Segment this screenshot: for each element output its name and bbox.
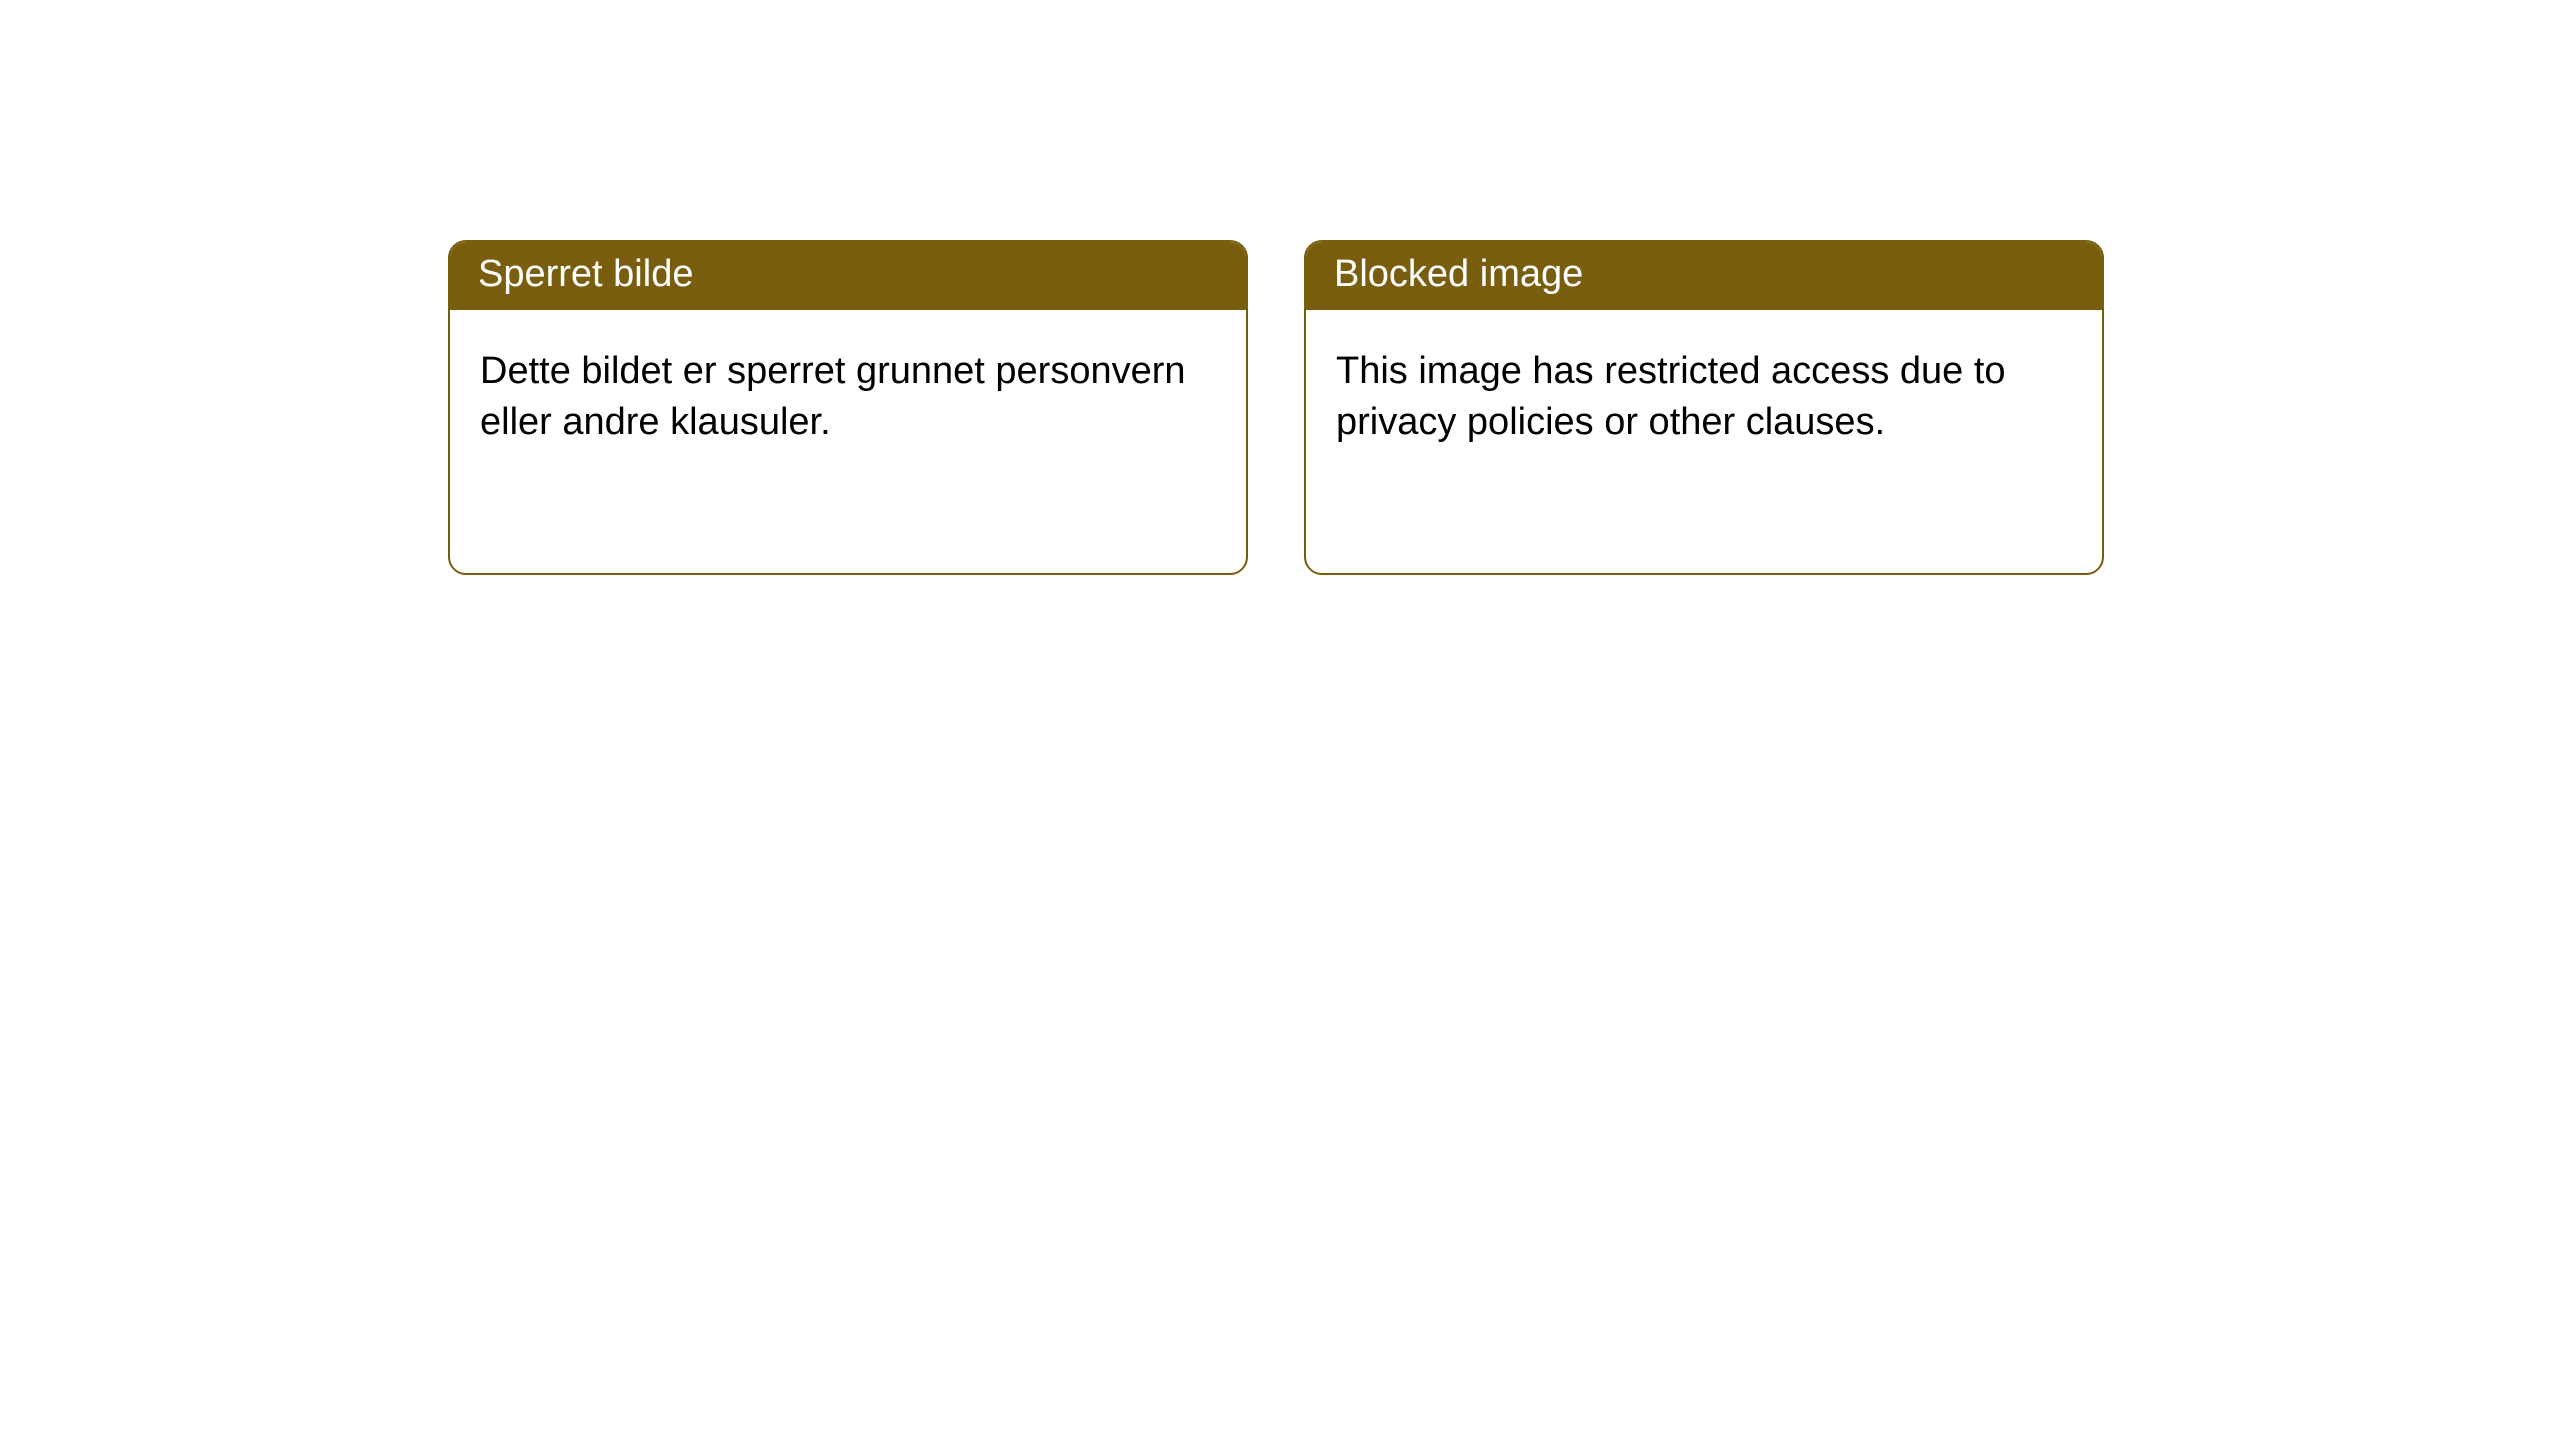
notice-title: Blocked image (1306, 242, 2102, 310)
notice-box-english: Blocked image This image has restricted … (1304, 240, 2104, 575)
notice-body: Dette bildet er sperret grunnet personve… (450, 310, 1246, 469)
notice-container: Sperret bilde Dette bildet er sperret gr… (0, 0, 2560, 575)
notice-box-norwegian: Sperret bilde Dette bildet er sperret gr… (448, 240, 1248, 575)
notice-body: This image has restricted access due to … (1306, 310, 2102, 469)
notice-title: Sperret bilde (450, 242, 1246, 310)
